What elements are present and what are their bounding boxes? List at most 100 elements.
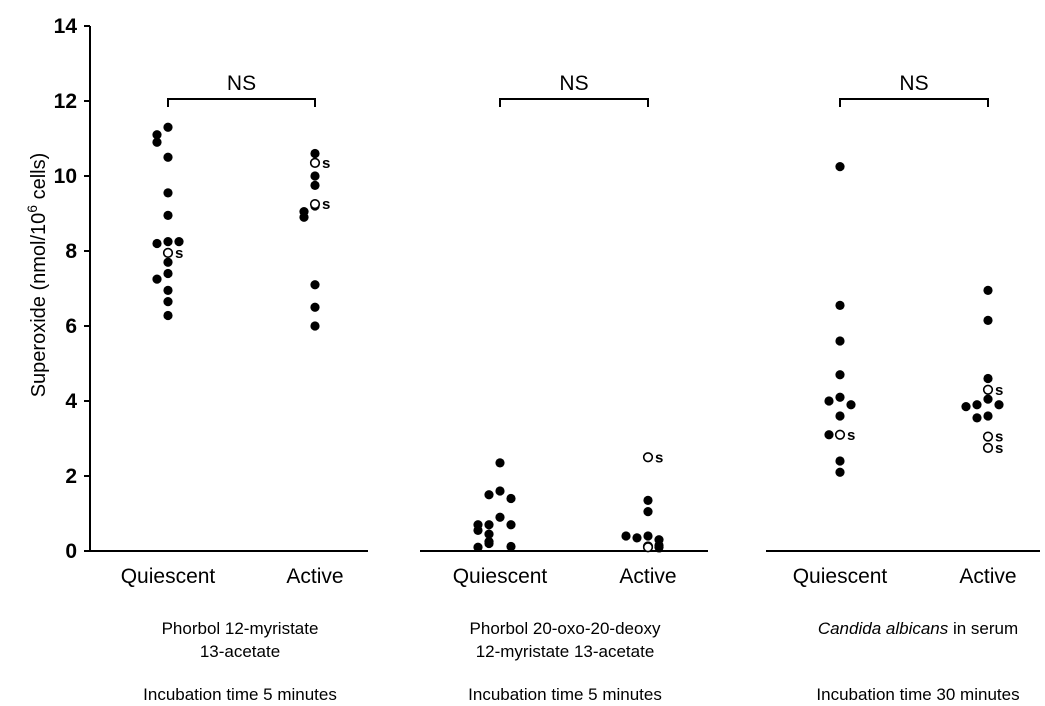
open-point	[982, 431, 994, 442]
y-tick-label: 2	[65, 465, 77, 488]
category-label: Active	[959, 565, 1016, 588]
panel-stimulus-note: Phorbol 12-myristate 13-acetate	[90, 617, 390, 663]
filled-point	[994, 400, 1004, 410]
filled-point	[835, 370, 845, 380]
significance-label: NS	[899, 72, 928, 95]
open-point	[834, 429, 846, 440]
open-point	[642, 542, 654, 553]
open-point-label: s	[322, 196, 330, 213]
filled-point	[163, 152, 173, 162]
open-point	[309, 157, 321, 168]
category-label: Active	[619, 565, 676, 588]
filled-point	[972, 400, 982, 410]
filled-point	[163, 237, 173, 247]
filled-point	[473, 542, 483, 552]
y-tick-label: 8	[65, 240, 77, 263]
open-point-label: s	[995, 440, 1003, 457]
significance-bracket	[167, 98, 316, 107]
open-point-label: s	[322, 155, 330, 172]
category-label: Quiescent	[793, 565, 888, 588]
y-tick-label: 6	[65, 315, 77, 338]
filled-point	[310, 148, 320, 159]
open-point-label: s	[995, 382, 1003, 399]
incubation-note: Incubation time 5 minutes	[143, 685, 337, 704]
filled-point	[824, 396, 834, 406]
filled-point	[163, 285, 173, 295]
category-label: Quiescent	[121, 565, 216, 588]
filled-point	[484, 490, 494, 500]
filled-point	[506, 520, 516, 530]
filled-point	[310, 302, 320, 312]
stimulus-line: 13-acetate	[199, 642, 281, 661]
open-point	[982, 384, 994, 395]
y-tick-label: 14	[54, 15, 78, 38]
stimulus-line: Phorbol 20-oxo-20-deoxy	[469, 619, 661, 638]
filled-point	[983, 373, 993, 384]
significance-label: NS	[227, 72, 256, 95]
filled-point	[163, 122, 173, 132]
y-tick-label: 4	[65, 390, 77, 413]
filled-point	[310, 321, 320, 331]
category-label: Quiescent	[453, 565, 548, 588]
incubation-note: Incubation time 5 minutes	[468, 685, 662, 704]
y-axis-label: Superoxide (nmol/106 cells)	[24, 153, 50, 398]
filled-point	[835, 392, 845, 402]
open-point	[162, 247, 174, 258]
category-labels: Quiescent Active Quiescent Active Quiescent A…	[121, 565, 1017, 588]
filled-point	[484, 529, 494, 539]
filled-point	[632, 533, 642, 543]
filled-point	[473, 525, 483, 535]
filled-point	[163, 210, 173, 220]
filled-point	[152, 130, 162, 140]
stimulus-line: Phorbol 12-myristate	[161, 619, 319, 638]
y-tick-label: 12	[54, 90, 77, 113]
filled-point	[835, 300, 845, 310]
significance-bracket	[839, 98, 989, 107]
filled-point	[506, 493, 516, 504]
open-point-label: s	[995, 429, 1003, 446]
y-tick-label: 0	[65, 540, 77, 563]
filled-point	[310, 280, 320, 290]
filled-point	[152, 137, 162, 147]
filled-point	[174, 237, 184, 247]
filled-point	[163, 188, 173, 198]
filled-point	[972, 413, 982, 423]
filled-point	[163, 310, 173, 321]
open-point	[642, 452, 654, 463]
filled-point	[310, 180, 320, 190]
filled-point	[961, 402, 971, 412]
filled-point	[654, 542, 664, 552]
filled-point	[484, 520, 494, 530]
filled-point	[163, 297, 173, 307]
filled-point	[835, 467, 845, 477]
filled-point	[506, 541, 516, 552]
filled-point	[824, 430, 834, 440]
significance-brackets: NS NS NS	[167, 72, 989, 107]
open-point	[982, 442, 994, 453]
filled-point	[310, 171, 320, 181]
filled-point	[983, 394, 993, 404]
filled-point	[983, 285, 993, 295]
filled-point	[643, 531, 653, 541]
open-point-label: s	[175, 245, 183, 262]
filled-point	[835, 456, 845, 466]
axes	[89, 26, 1040, 552]
stimulus-line: Candida albicans in serum	[817, 619, 1019, 638]
y-tick-label: 10	[54, 165, 77, 188]
filled-point	[163, 268, 173, 279]
y-ticks: 0 2 4 6 8 10 12 14	[54, 15, 90, 563]
filled-point	[643, 495, 653, 505]
open-point-label: s	[847, 427, 855, 444]
filled-point	[835, 411, 845, 421]
filled-point	[163, 257, 173, 267]
open-point-label: s	[655, 449, 663, 466]
filled-point	[495, 512, 505, 522]
filled-point	[846, 400, 856, 410]
filled-point	[835, 336, 845, 346]
panel-stimulus-note: Candida albicans in serum	[768, 617, 1045, 640]
filled-point	[299, 212, 309, 222]
open-point	[309, 199, 321, 210]
filled-point	[152, 238, 162, 249]
